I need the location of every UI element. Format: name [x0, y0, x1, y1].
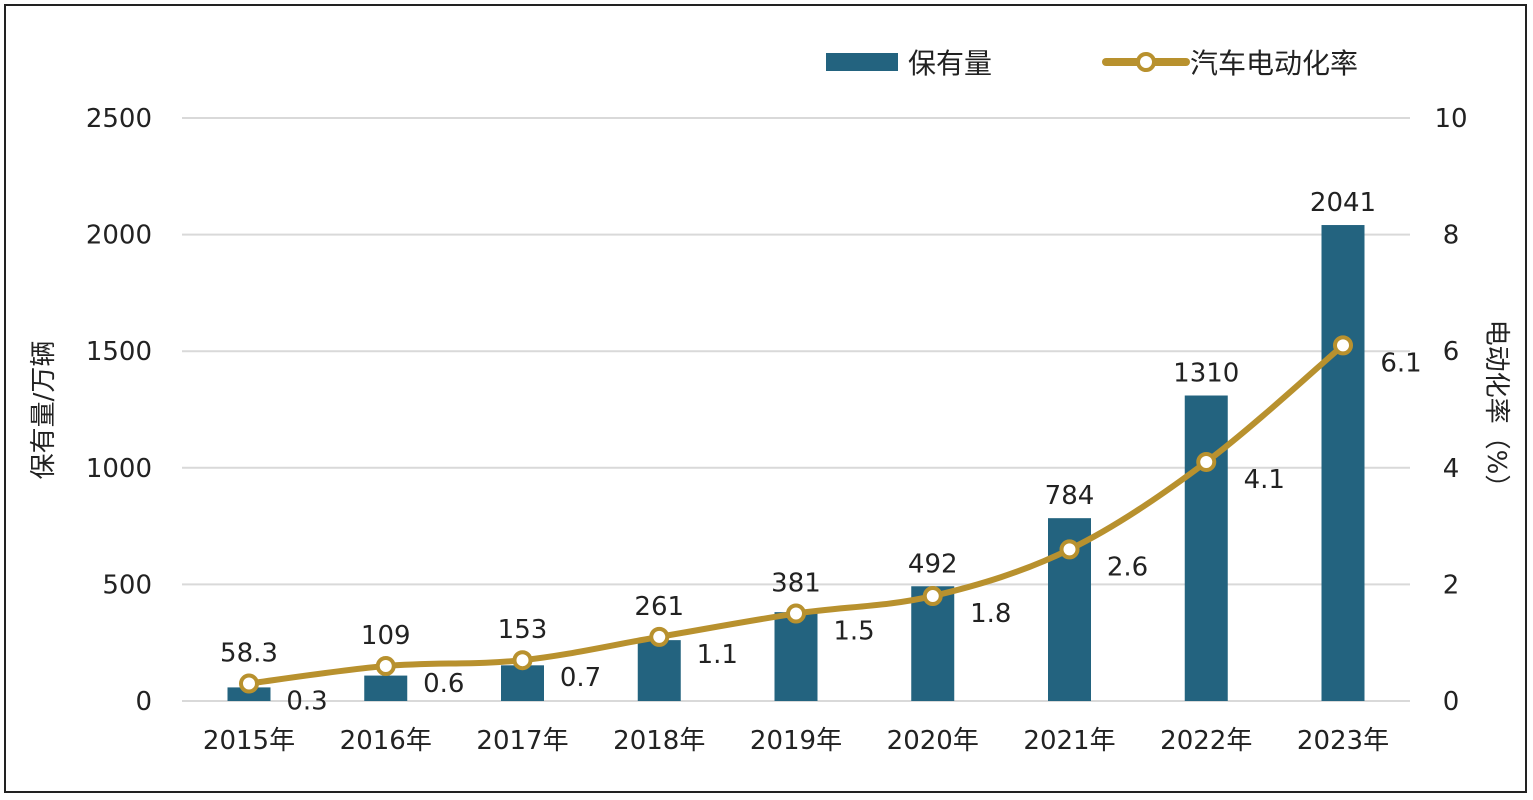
- line-marker: [1196, 451, 1217, 472]
- line-marker: [512, 650, 533, 671]
- line-series: [239, 335, 1353, 694]
- y-right-tick-label: 2: [1443, 570, 1460, 600]
- y-left-tick-label: 1500: [86, 337, 152, 367]
- line-data-label: 0.6: [423, 669, 464, 699]
- bar-data-label: 492: [908, 549, 958, 579]
- bar: [501, 665, 544, 701]
- rate-line: [246, 342, 1346, 687]
- chart-frame: [4, 4, 1527, 793]
- line-data-label: 1.8: [970, 599, 1011, 629]
- y-left-tick-label: 2500: [86, 104, 152, 134]
- y-left-tick-label: 1000: [86, 454, 152, 484]
- line-data-label: 6.1: [1380, 348, 1421, 378]
- y-left-tick-label: 500: [102, 570, 152, 600]
- bar-data-label: 784: [1045, 481, 1095, 511]
- legend-line-label: 汽车电动化率: [1190, 47, 1358, 80]
- y-right-tick-label: 8: [1443, 221, 1460, 251]
- line-marker: [786, 603, 806, 624]
- bar-data-label: 2041: [1310, 188, 1376, 218]
- line-data-label: 4.1: [1244, 465, 1285, 495]
- y-axis-right-title: 电动化率（%）: [1481, 320, 1511, 501]
- x-tick-label: 2015年: [203, 726, 295, 756]
- legend: 保有量 汽车电动化率: [826, 47, 1358, 80]
- x-tick-label: 2019年: [750, 726, 842, 756]
- bar-series: [227, 225, 1365, 701]
- line-data-label: 0.3: [286, 687, 327, 717]
- x-tick-label: 2022年: [1160, 726, 1252, 756]
- y-right-tick-label: 0: [1443, 687, 1460, 717]
- line-marker: [239, 673, 259, 694]
- x-tick-label: 2017年: [476, 726, 568, 756]
- x-tick-label: 2016年: [340, 726, 432, 756]
- y-axis-left-title: 保有量/万辆: [29, 341, 59, 480]
- x-tick-label: 2018年: [613, 726, 705, 756]
- data-labels: 58.3 109 153 261 381 492 784 1310 2041 0.3 0.6 0.7 1…: [220, 188, 1422, 716]
- line-marker: [1333, 335, 1353, 356]
- line-data-label: 1.1: [697, 640, 738, 670]
- legend-line-marker: [1136, 52, 1156, 72]
- bar-data-label: 381: [771, 569, 821, 599]
- bar: [1321, 225, 1365, 701]
- y-right-tick-label: 10: [1434, 104, 1467, 134]
- bar: [364, 675, 408, 701]
- axes: 0 500 1000 1500 2000 2500 0 2 4 6 8 10 2015年 2016年 201…: [86, 104, 1468, 756]
- bar: [774, 612, 818, 701]
- bar: [637, 640, 681, 701]
- line-data-label: 2.6: [1107, 552, 1148, 582]
- bar-data-label: 153: [498, 615, 548, 645]
- line-marker: [649, 626, 670, 647]
- bar-data-label: 261: [634, 592, 684, 622]
- legend-bar-label: 保有量: [908, 47, 992, 80]
- line-data-label: 1.5: [833, 617, 874, 647]
- y-left-tick-label: 0: [135, 687, 152, 717]
- y-right-tick-label: 6: [1443, 337, 1460, 367]
- line-marker: [375, 656, 396, 677]
- bar-data-label: 1310: [1173, 359, 1239, 389]
- bar: [1184, 395, 1228, 701]
- x-tick-label: 2021年: [1023, 726, 1115, 756]
- line-data-label: 0.7: [560, 663, 601, 693]
- x-tick-label: 2020年: [887, 726, 979, 756]
- line-marker: [1059, 539, 1080, 560]
- bar: [227, 687, 271, 701]
- line-marker: [922, 586, 943, 607]
- y-right-tick-label: 4: [1443, 454, 1460, 484]
- x-tick-label: 2023年: [1297, 726, 1389, 756]
- bar-data-label: 109: [361, 621, 411, 651]
- y-left-tick-label: 2000: [86, 221, 152, 251]
- legend-bar-swatch: [826, 53, 898, 71]
- bar-data-label: 58.3: [220, 639, 278, 669]
